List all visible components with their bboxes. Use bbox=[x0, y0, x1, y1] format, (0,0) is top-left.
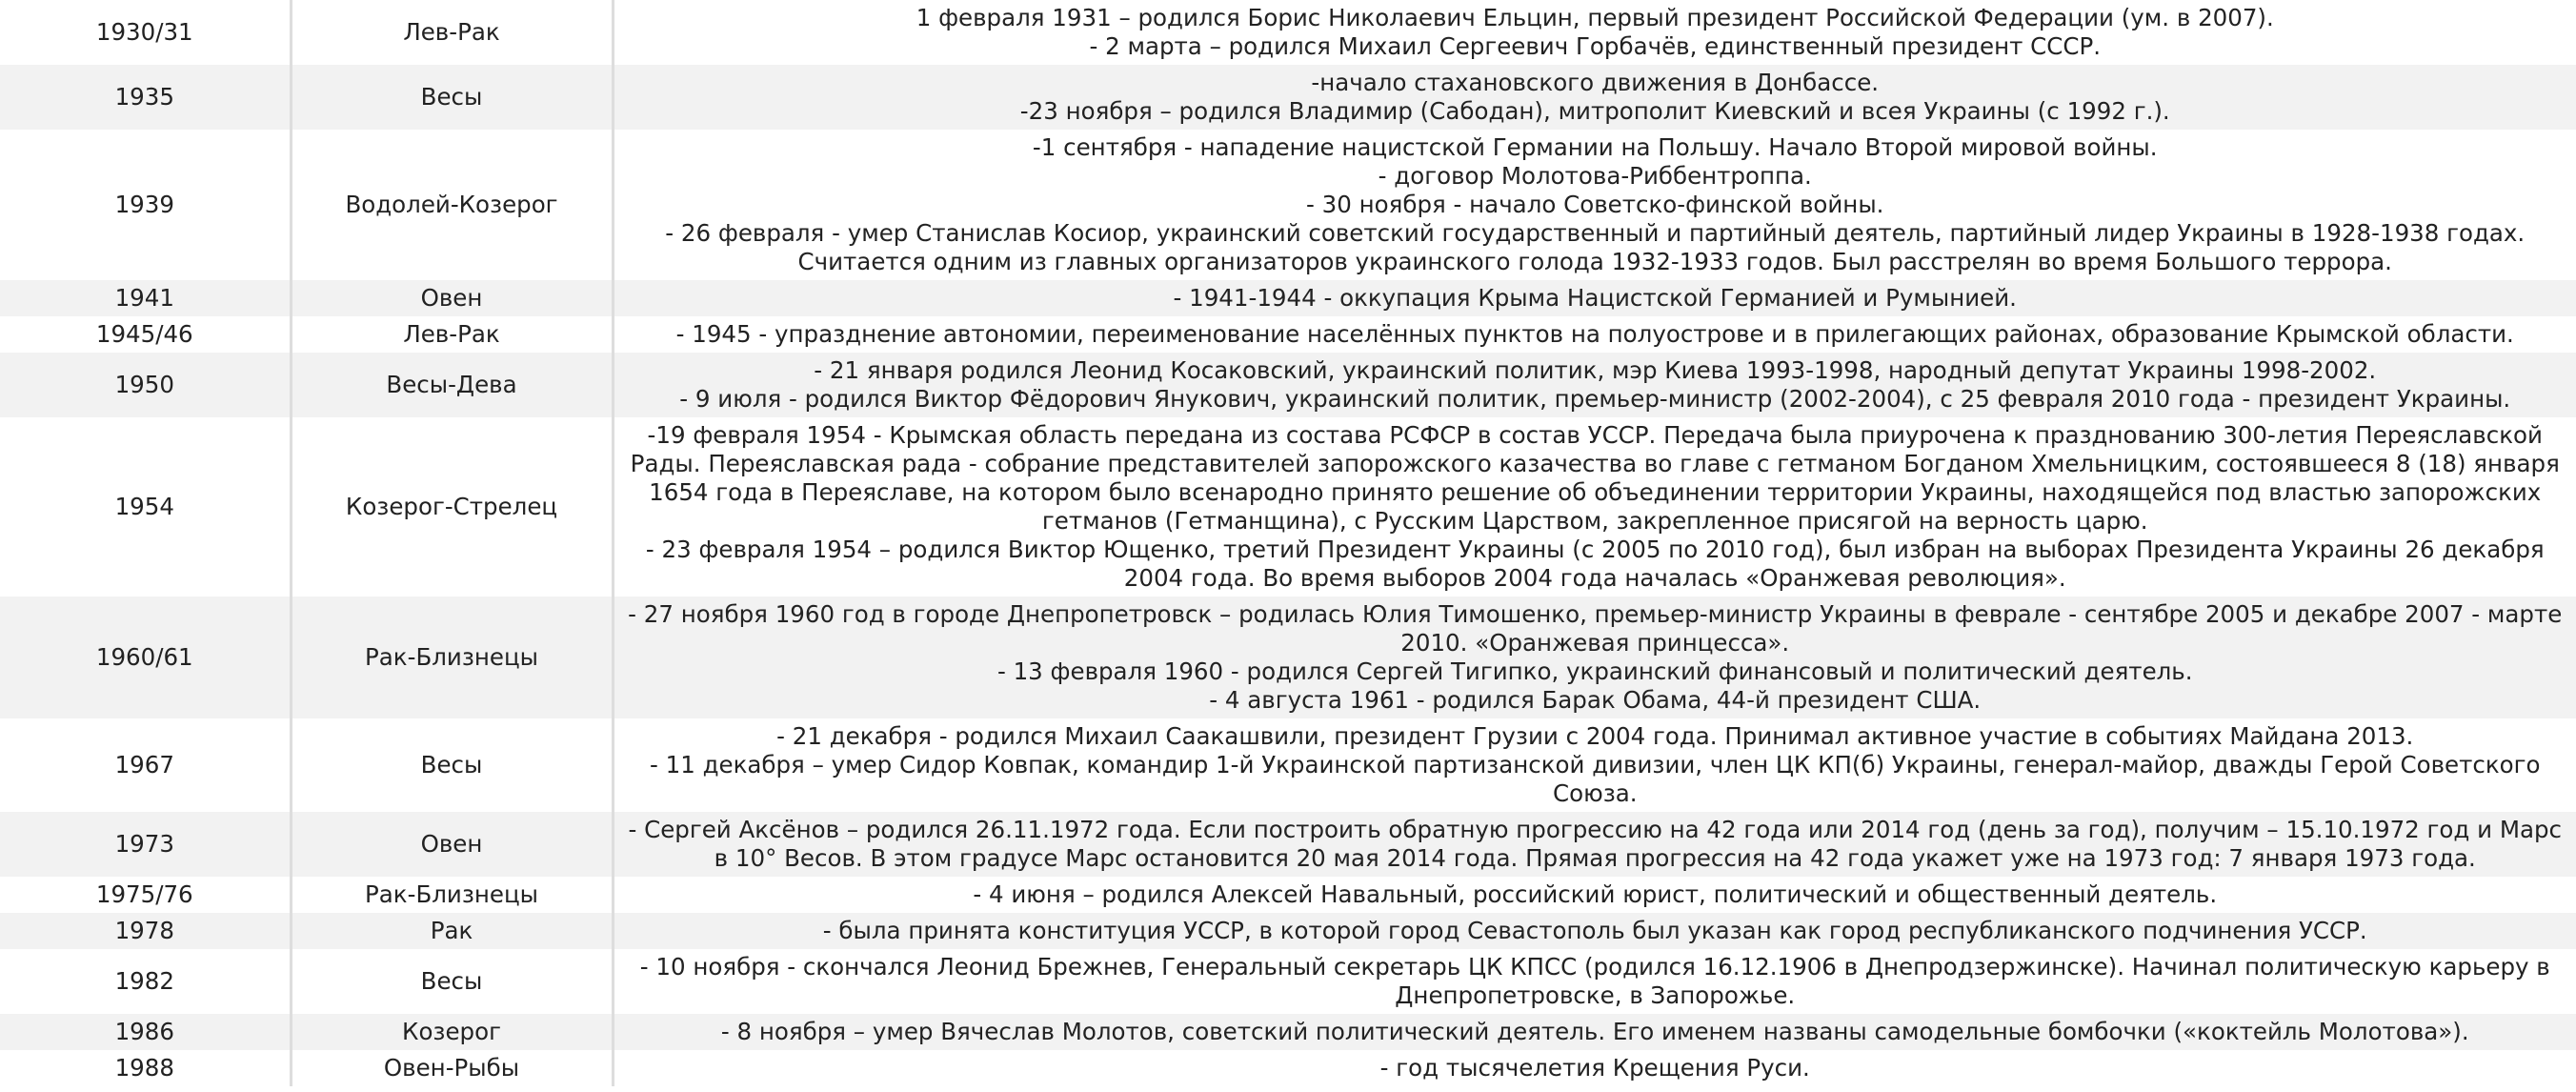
table-row: 1954 Козерог-Стрелец -19 февраля 1954 - Кр… bbox=[0, 417, 2576, 597]
events-cell: - 1941-1944 - оккупация Крыма Нацистской… bbox=[611, 280, 2576, 316]
event-text: - 21 января родился Леонид Косаковский, … bbox=[814, 356, 2377, 384]
sign-cell: Весы bbox=[289, 949, 613, 1014]
sign-cell: Рак bbox=[289, 913, 613, 949]
event-text: -19 февраля 1954 - Крымская область пере… bbox=[630, 421, 2560, 535]
sign-cell: Лев-Рак bbox=[289, 0, 613, 65]
year-cell: 1935 bbox=[0, 65, 291, 130]
table-row: 1935 Весы -начало стахановского движения в… bbox=[0, 65, 2576, 130]
year-cell: 1986 bbox=[0, 1014, 291, 1050]
events-cell: - год тысячелетия Крещения Руси. bbox=[611, 1050, 2576, 1086]
event-text: - 4 августа 1961 - родился Барак Обама, … bbox=[1209, 686, 1982, 714]
table-row: 1950 Весы-Дева - 21 января родился Леонид … bbox=[0, 353, 2576, 417]
table-row: 1960/61 Рак-Близнецы - 27 ноября 1960 год … bbox=[0, 597, 2576, 718]
event-text: - год тысячелетия Крещения Руси. bbox=[1379, 1054, 1810, 1082]
year-cell: 1967 bbox=[114, 751, 174, 779]
year-cell: 1982 bbox=[114, 967, 174, 995]
year-cell: 1945/46 bbox=[95, 320, 193, 348]
year-cell: 1950 bbox=[0, 353, 291, 417]
events-cell: - была принята конституция УССР, в котор… bbox=[611, 913, 2576, 949]
event-text: - 1941-1944 - оккупация Крыма Нацистской… bbox=[1173, 284, 2017, 312]
table-row: 1982 Весы - 10 ноября - скончался Леонид Б… bbox=[0, 949, 2576, 1014]
event-text: -начало стахановского движения в Донбасс… bbox=[1311, 69, 1880, 96]
table-row: 1939 Водолей-Козерог -1 сентября - нападен… bbox=[0, 130, 2576, 280]
event-text: - 1945 - упразднение автономии, переимен… bbox=[675, 320, 2514, 348]
table-row: 1975/76 Рак-Близнецы - 4 июня – родился Ал… bbox=[0, 877, 2576, 913]
table-row: 1930/31 Лев-Рак 1 февраля 1931 – родился Б… bbox=[0, 0, 2576, 65]
events-cell: - 1945 - упразднение автономии, переимен… bbox=[611, 316, 2576, 353]
event-text: - 2 марта – родился Михаил Сергеевич Гор… bbox=[1089, 32, 2102, 60]
table-row: 1988 Овен-Рыбы - год тысячелетия Крещения … bbox=[0, 1050, 2576, 1086]
events-cell: - Сергей Аксёнов – родился 26.11.1972 го… bbox=[611, 812, 2576, 877]
year-cell: 1954 bbox=[114, 493, 174, 520]
events-cell: - 10 ноября - скончался Леонид Брежнев, … bbox=[611, 949, 2576, 1014]
sign-cell: Весы bbox=[289, 718, 613, 812]
event-text: - 21 декабря - родился Михаил Саакашвили… bbox=[776, 722, 2414, 750]
events-cell: -19 февраля 1954 - Крымская область пере… bbox=[611, 417, 2576, 597]
sign-cell: Водолей-Козерог bbox=[289, 130, 613, 280]
table-row: 1978 Рак - была принята конституция УССР, … bbox=[0, 913, 2576, 949]
sign-cell: Рак-Близнецы bbox=[289, 597, 613, 718]
year-cell: 1978 bbox=[0, 913, 291, 949]
table-row: 1973 Овен - Сергей Аксёнов – родился 26.11… bbox=[0, 812, 2576, 877]
year-cell: 1973 bbox=[0, 812, 291, 877]
event-text: - 23 февраля 1954 – родился Виктор Ющенк… bbox=[645, 536, 2545, 592]
events-cell: - 8 ноября – умер Вячеслав Молотов, сове… bbox=[611, 1014, 2576, 1050]
event-text: - 26 февраля - умер Станислав Косиор, ук… bbox=[665, 219, 2526, 275]
events-cell: - 4 июня – родился Алексей Навальный, ро… bbox=[611, 877, 2576, 913]
table-row: 1945/46 Лев-Рак - 1945 - упразднение автон… bbox=[0, 316, 2576, 353]
sign-cell: Овен bbox=[289, 812, 613, 877]
year-cell: 1988 bbox=[114, 1054, 174, 1082]
event-text: - 30 ноября - начало Советско-финской во… bbox=[1306, 191, 1884, 218]
event-text: - 27 ноября 1960 год в городе Днепропетр… bbox=[628, 600, 2563, 657]
year-cell: 1960/61 bbox=[0, 597, 291, 718]
sign-cell: Весы bbox=[289, 65, 613, 130]
sign-cell: Рак-Близнецы bbox=[289, 877, 613, 913]
event-text: - 13 февраля 1960 - родился Сергей Тигип… bbox=[996, 657, 2193, 685]
sign-cell: Овен bbox=[289, 280, 613, 316]
event-text: -1 сентября - нападение нацистской Герма… bbox=[1032, 133, 2158, 161]
event-text: - 11 декабря – умер Сидор Ковпак, команд… bbox=[649, 751, 2541, 807]
year-cell: 1939 bbox=[114, 191, 174, 218]
sign-cell: Козерог bbox=[289, 1014, 613, 1050]
event-text: - 4 июня – родился Алексей Навальный, ро… bbox=[973, 880, 2218, 908]
events-cell: - 27 ноября 1960 год в городе Днепропетр… bbox=[611, 597, 2576, 718]
events-cell: - 21 декабря - родился Михаил Саакашвили… bbox=[611, 718, 2576, 812]
events-cell: -начало стахановского движения в Донбасс… bbox=[611, 65, 2576, 130]
year-cell: 1975/76 bbox=[95, 880, 193, 908]
event-text: - договор Молотова-Риббентроппа. bbox=[1378, 162, 1812, 190]
event-text: - Сергей Аксёнов – родился 26.11.1972 го… bbox=[628, 816, 2563, 872]
events-cell: - 21 января родился Леонид Косаковский, … bbox=[611, 353, 2576, 417]
event-text: - 9 июля - родился Виктор Фёдорович Янук… bbox=[679, 385, 2511, 413]
event-text: - была принята конституция УССР, в котор… bbox=[822, 917, 2367, 944]
year-cell: 1930/31 bbox=[95, 18, 193, 46]
table-row: 1986 Козерог - 8 ноября – умер Вячеслав Мо… bbox=[0, 1014, 2576, 1050]
event-text: - 10 ноября - скончался Леонид Брежнев, … bbox=[639, 953, 2550, 1009]
sign-cell: Овен-Рыбы bbox=[289, 1050, 613, 1086]
event-text: -23 ноября – родился Владимир (Сабодан),… bbox=[1019, 97, 2170, 125]
event-text: - 8 ноября – умер Вячеслав Молотов, сове… bbox=[720, 1018, 2469, 1045]
table-row: 1967 Весы - 21 декабря - родился Михаил Са… bbox=[0, 718, 2576, 812]
events-cell: -1 сентября - нападение нацистской Герма… bbox=[611, 130, 2576, 280]
sign-cell: Весы-Дева bbox=[289, 353, 613, 417]
sign-cell: Козерог-Стрелец bbox=[289, 417, 613, 597]
event-text: 1 февраля 1931 – родился Борис Николаеви… bbox=[916, 4, 2274, 31]
events-cell: 1 февраля 1931 – родился Борис Николаеви… bbox=[611, 0, 2576, 65]
table-row: 1941 Овен - 1941-1944 - оккупация Крыма На… bbox=[0, 280, 2576, 316]
year-cell: 1941 bbox=[0, 280, 291, 316]
sign-cell: Лев-Рак bbox=[289, 316, 613, 353]
